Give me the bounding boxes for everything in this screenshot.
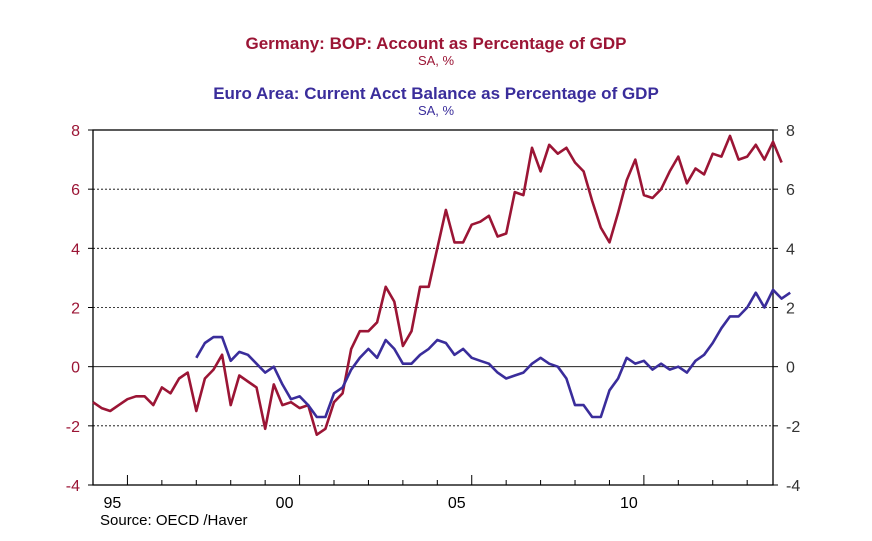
y-tick-label-left: 6 xyxy=(71,182,80,199)
y-tick-label-right: 6 xyxy=(786,182,795,199)
y-tick-label-right: 2 xyxy=(786,301,795,318)
y-tick-label-right: -2 xyxy=(786,419,800,436)
series-lines xyxy=(92,134,791,437)
y-tick-label-right: -4 xyxy=(786,478,800,495)
euro-title: Euro Area: Current Acct Balance as Perce… xyxy=(213,84,659,103)
x-axis-ticks: 95 00 05 10 xyxy=(92,475,748,512)
germany-series-line xyxy=(92,134,783,437)
x-tick-label: 10 xyxy=(620,495,638,512)
y-tick-label-left: -2 xyxy=(66,419,80,436)
germany-title: Germany: BOP: Account as Percentage of G… xyxy=(245,34,627,53)
germany-subtitle: SA, % xyxy=(417,53,455,68)
y-tick-label-right: 0 xyxy=(786,360,795,377)
y-axis-ticks: -4 -4 -2 -2 0 0 2 2 4 4 6 6 8 8 xyxy=(66,123,801,495)
x-tick-label: 00 xyxy=(276,495,294,512)
y-tick-label-right: 8 xyxy=(786,123,795,140)
euro-subtitle: SA, % xyxy=(417,103,455,118)
y-tick-label-left: 2 xyxy=(71,301,80,318)
y-tick-label-left: -4 xyxy=(66,478,80,495)
y-tick-label-left: 0 xyxy=(71,360,80,377)
gridlines xyxy=(93,188,773,427)
x-tick-label: 05 xyxy=(448,495,466,512)
x-tick-label: 95 xyxy=(104,495,122,512)
y-tick-label-left: 8 xyxy=(71,123,80,140)
y-tick-label-left: 4 xyxy=(71,241,80,258)
y-tick-label-right: 4 xyxy=(786,241,795,258)
source-note: Source: OECD /Haver xyxy=(100,512,248,529)
euro-series-line xyxy=(195,288,791,419)
